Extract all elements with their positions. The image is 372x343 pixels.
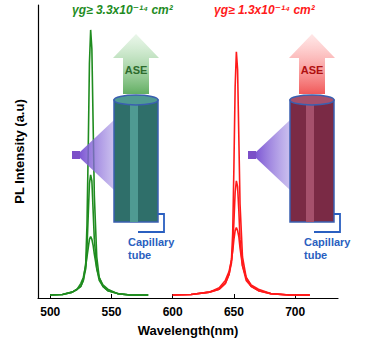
- svg-text:tube: tube: [304, 249, 327, 261]
- svg-text:600: 600: [163, 305, 183, 319]
- svg-text:γg≥ 3.3x10⁻¹⁴ cm²: γg≥ 3.3x10⁻¹⁴ cm²: [72, 3, 174, 17]
- svg-text:PL Intensity (a.u): PL Intensity (a.u): [12, 99, 27, 204]
- svg-text:ASE: ASE: [301, 64, 324, 76]
- svg-text:Wavelength(nm): Wavelength(nm): [138, 323, 239, 338]
- svg-text:700: 700: [285, 305, 305, 319]
- svg-text:γg≥ 1.3x10⁻¹⁴ cm²: γg≥ 1.3x10⁻¹⁴ cm²: [214, 3, 316, 17]
- svg-text:500: 500: [40, 305, 60, 319]
- svg-text:Capillary: Capillary: [304, 236, 351, 248]
- svg-text:ASE: ASE: [125, 64, 148, 76]
- svg-text:550: 550: [101, 305, 121, 319]
- svg-text:Capillary: Capillary: [128, 236, 175, 248]
- svg-text:tube: tube: [128, 249, 151, 261]
- svg-text:650: 650: [224, 305, 244, 319]
